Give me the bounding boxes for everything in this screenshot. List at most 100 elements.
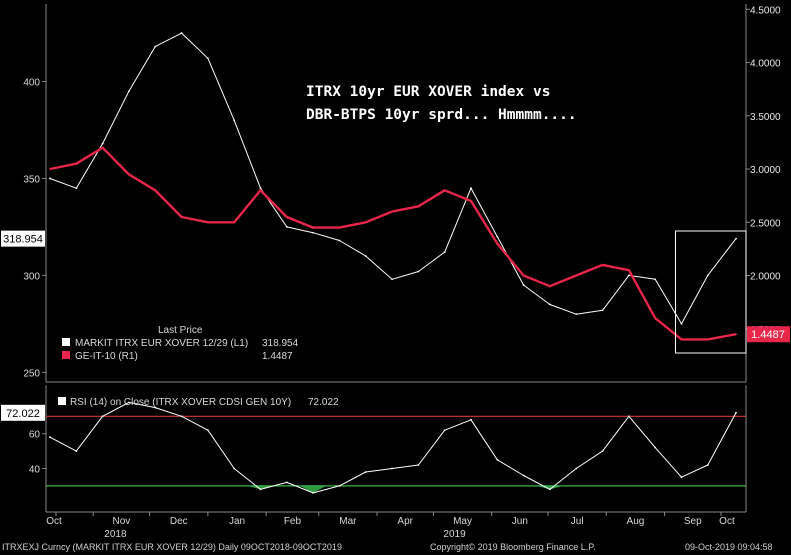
rsi-point bbox=[417, 464, 420, 466]
legend-value-xover: 318.954 bbox=[262, 338, 299, 349]
series-point bbox=[180, 216, 183, 218]
series-point bbox=[75, 187, 78, 190]
series-point bbox=[470, 187, 472, 190]
rsi-point bbox=[680, 476, 683, 479]
legend-entry-ge-it: GE-IT-10 (R1) bbox=[75, 351, 138, 362]
series-point bbox=[735, 237, 737, 240]
left-tick-label: 400 bbox=[23, 78, 40, 89]
x-tick-label: Sep bbox=[684, 516, 702, 527]
rsi-point bbox=[735, 411, 737, 414]
series-point bbox=[75, 162, 78, 165]
legend-swatch-ge-it bbox=[62, 351, 70, 359]
x-tick-label: Jun bbox=[512, 516, 528, 527]
series-point bbox=[259, 189, 262, 192]
rsi-oversold-fill bbox=[536, 485, 564, 490]
series-point bbox=[312, 231, 315, 234]
series-point bbox=[417, 270, 420, 273]
series-point bbox=[49, 168, 51, 170]
x-tick-label: Aug bbox=[627, 516, 645, 527]
series-point bbox=[706, 274, 709, 277]
series-point bbox=[128, 90, 130, 93]
series-point bbox=[207, 221, 209, 224]
chart-title-line-2: DBR-BTPS 10yr sprd... Hmmmm.... bbox=[306, 107, 577, 123]
series-point bbox=[601, 309, 604, 312]
series-point bbox=[101, 146, 104, 149]
rsi-point bbox=[259, 488, 262, 491]
rsi-point bbox=[391, 467, 393, 470]
last-value-rsi-box bbox=[1, 404, 45, 421]
rsi-point bbox=[627, 415, 630, 418]
x-tick-label: Oct bbox=[719, 516, 735, 527]
series-point bbox=[391, 278, 393, 281]
rsi-point bbox=[364, 471, 367, 473]
footer-security: ITRXEXJ Curncy (MARKIT ITRX EUR XOVER 12… bbox=[2, 542, 342, 552]
series-point bbox=[575, 313, 578, 316]
rsi-legend-swatch bbox=[58, 397, 66, 405]
left-tick-label: 300 bbox=[23, 271, 40, 282]
rsi-point bbox=[601, 450, 604, 453]
left-tick-label: 350 bbox=[23, 174, 40, 185]
right-tick-label: 3.5000 bbox=[750, 112, 781, 123]
rsi-oversold-fill bbox=[247, 485, 274, 490]
x-tick-label: Feb bbox=[284, 516, 302, 527]
last-value-rsi-label: 72.022 bbox=[6, 408, 40, 420]
rsi-point bbox=[496, 458, 499, 461]
x-tick-label: Mar bbox=[339, 516, 357, 527]
series-point bbox=[549, 285, 551, 287]
rsi-point bbox=[443, 429, 446, 432]
rsi-point bbox=[49, 436, 51, 439]
rsi-point bbox=[206, 429, 209, 432]
series-point bbox=[575, 274, 578, 277]
series-point bbox=[391, 210, 393, 213]
rsi-legend-entry: RSI (14) on Close (ITRX XOVER CDSI GEN 1… bbox=[70, 397, 291, 408]
legend-value-ge-it: 1.4487 bbox=[262, 351, 293, 362]
series-point bbox=[338, 226, 341, 229]
rsi-point bbox=[285, 481, 288, 484]
series-point bbox=[286, 216, 288, 218]
last-value-right-box bbox=[747, 326, 790, 343]
last-value-left-box bbox=[1, 230, 45, 247]
rsi-point bbox=[101, 415, 104, 418]
rsi-legend: RSI (14) on Close (ITRX XOVER CDSI GEN 1… bbox=[58, 397, 339, 408]
rsi-point bbox=[233, 467, 236, 470]
series-point bbox=[496, 235, 499, 238]
rsi-point bbox=[338, 485, 341, 487]
series-point bbox=[735, 333, 737, 336]
footer-copyright: Copyright© 2019 Bloomberg Finance L.P. bbox=[430, 542, 596, 552]
series-point bbox=[233, 119, 236, 122]
rsi-point bbox=[575, 467, 578, 470]
series-point bbox=[680, 338, 683, 341]
x-year-label: 2019 bbox=[443, 529, 466, 540]
upper-panel bbox=[45, 4, 747, 383]
x-tick-label: Oct bbox=[46, 516, 62, 527]
series-point bbox=[285, 226, 288, 228]
series-point bbox=[128, 173, 130, 176]
series-point bbox=[312, 226, 314, 229]
last-value-right-label: 1.4487 bbox=[751, 329, 785, 341]
footer-timestamp: 09-Oct-2019 09:04:58 bbox=[685, 542, 773, 552]
right-tick-label: 4.0000 bbox=[750, 59, 781, 70]
right-tick-label: 2.5000 bbox=[750, 218, 781, 229]
x-tick-label: Dec bbox=[170, 516, 188, 527]
series-point bbox=[627, 274, 630, 277]
legend-entry-xover: MARKIT ITRX EUR XOVER 12/29 (L1) bbox=[75, 338, 248, 349]
x-tick-label: Nov bbox=[113, 516, 131, 527]
rsi-legend-value: 72.022 bbox=[308, 397, 339, 408]
lower-panel bbox=[45, 385, 747, 513]
last-value-left-label: 318.954 bbox=[3, 234, 43, 246]
legend-swatch-xover bbox=[62, 338, 70, 346]
rsi-point bbox=[75, 450, 78, 453]
x-tick-label: May bbox=[453, 516, 472, 527]
series-point bbox=[101, 142, 104, 145]
series-point bbox=[233, 221, 235, 224]
x-tick-label: Jan bbox=[229, 516, 245, 527]
left-tick-label: 250 bbox=[23, 368, 40, 379]
right-tick-label: 4.5000 bbox=[750, 5, 781, 16]
series-point bbox=[49, 177, 51, 180]
rsi-point bbox=[470, 418, 472, 421]
right-tick-label: 3.0000 bbox=[750, 165, 781, 176]
series-point bbox=[628, 269, 630, 271]
series-point bbox=[364, 221, 367, 224]
series-point bbox=[443, 251, 446, 254]
